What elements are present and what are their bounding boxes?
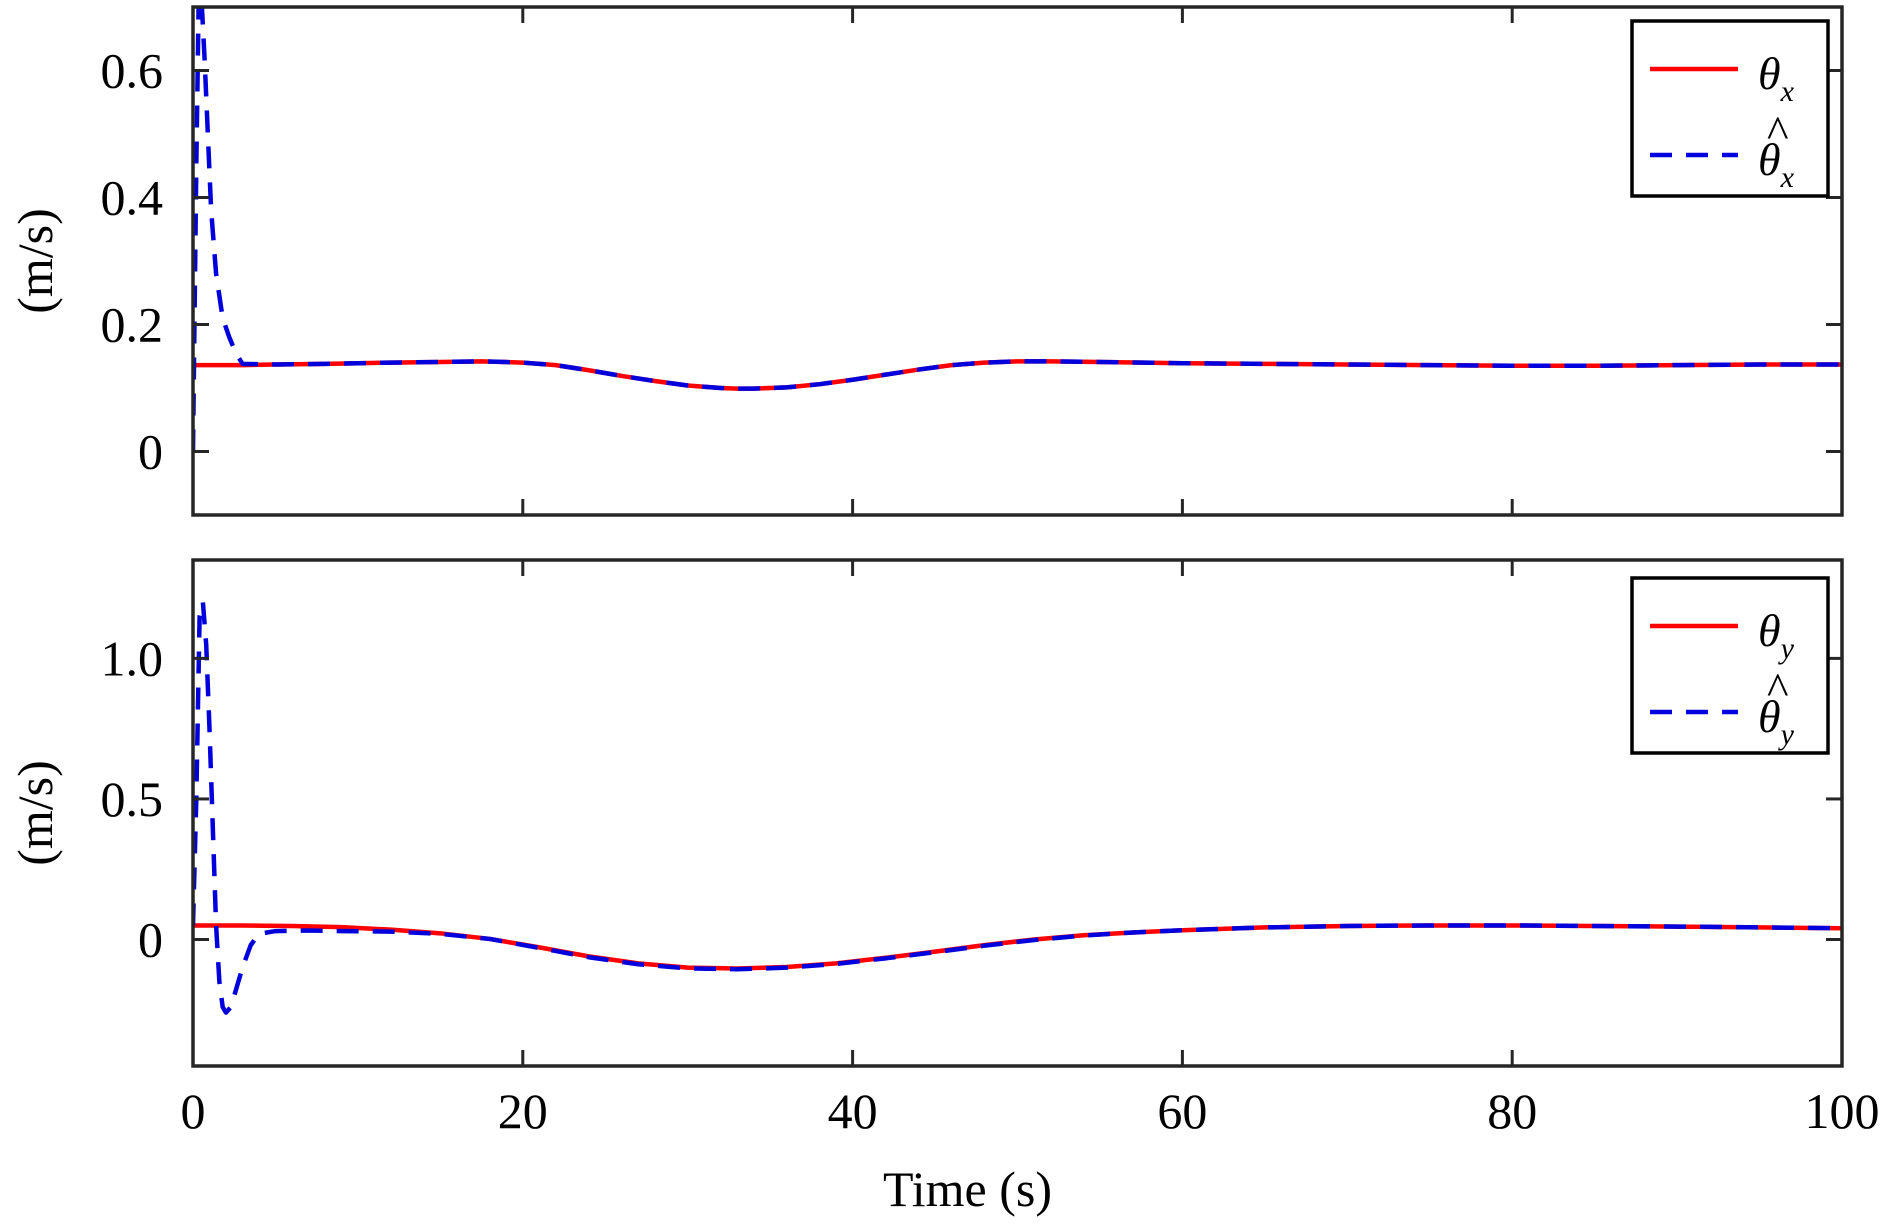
- panel-1-plot-area: [193, 7, 1842, 515]
- panel-1-y-axis-label: (m/s): [7, 208, 63, 314]
- panel-1-y-tick-label: 0.4: [101, 170, 164, 226]
- panel-1-y-tick-label: 0.6: [101, 43, 164, 99]
- panel-2: 0 20 40 60 80 100 0 0.5 1.0 (m/s) Time (s) θy θy^: [7, 558, 1880, 1217]
- panel-2-x-tick-label: 60: [1157, 1083, 1207, 1139]
- panel-1-series-group: [193, 7, 1842, 452]
- panel-2-x-tick-label: 20: [498, 1083, 548, 1139]
- panel-2-x-tick-label: 80: [1487, 1083, 1537, 1139]
- panel-2-legend-box: [1630, 576, 1830, 755]
- panel-1-axes-frame: [191, 5, 1844, 517]
- panel-1-legend: θx θx^: [1630, 19, 1830, 198]
- panel-2-y-tick-label: 1.0: [101, 630, 164, 686]
- panel-1: 0 0.2 0.4 0.6 (m/s) θx θx^: [7, 5, 1844, 517]
- panel-1-y-tick-label: 0.2: [101, 297, 164, 353]
- panel-2-legend: θy θy^: [1630, 576, 1830, 755]
- panel-1-legend-hat-2: ^: [1766, 106, 1788, 157]
- panel-1-y-tick-label: 0: [138, 424, 163, 480]
- panel-2-legend-label-2: θy: [1758, 691, 1795, 751]
- panel-2-plot-area: [193, 560, 1842, 1066]
- panel-2-x-tick-label: 40: [828, 1083, 878, 1139]
- panel-2-series-group: [193, 599, 1842, 1015]
- panel-2-x-tick-label: 100: [1805, 1083, 1880, 1139]
- panel-2-axes-frame: [191, 558, 1844, 1068]
- panel-1-estimate-line: [193, 7, 1842, 452]
- panel-2-x-axis-label: Time (s): [883, 1161, 1052, 1217]
- panel-2-legend-label-1: θy: [1758, 605, 1795, 665]
- panel-2-x-tick-label: 0: [181, 1083, 206, 1139]
- panel-2-estimate-line: [193, 599, 1842, 1015]
- panel-1-legend-box: [1630, 19, 1830, 198]
- panel-2-legend-hat-2: ^: [1766, 663, 1788, 714]
- panel-1-legend-label-2: θx: [1758, 134, 1795, 194]
- panel-2-y-tick-label: 0.5: [101, 771, 164, 827]
- panel-2-y-axis-label: (m/s): [7, 760, 63, 866]
- panel-2-y-tick-label: 0: [138, 912, 163, 968]
- panel-1-legend-label-1: θx: [1758, 48, 1795, 108]
